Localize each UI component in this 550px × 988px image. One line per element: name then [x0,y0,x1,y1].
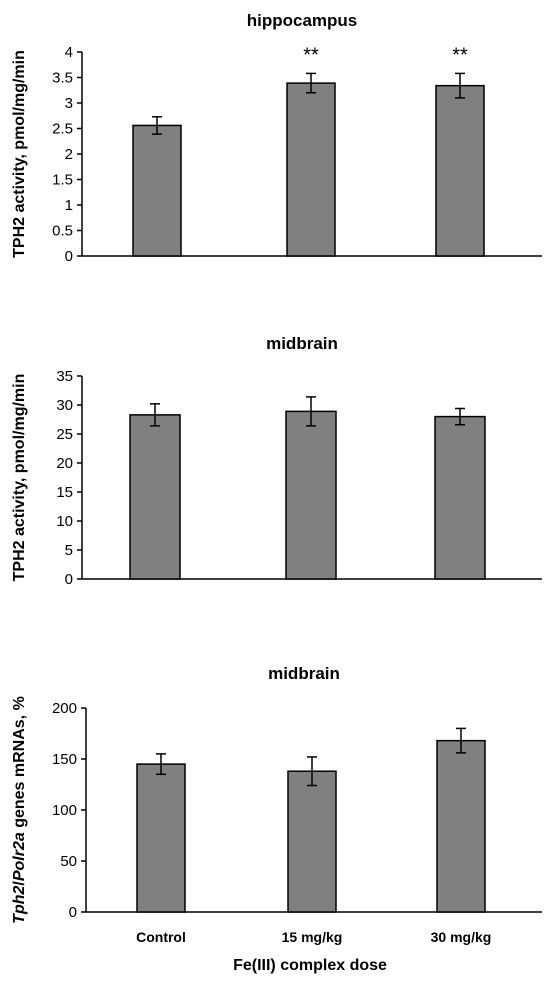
chart-panel-1: hippocampus 0 0.5 1 1.5 2 2.5 3 3.5 4 TPH2 activit… [11,11,542,265]
y-tick-label: 0 [65,248,73,265]
chart-title: midbrain [268,664,340,683]
y-axis-label-part: / [11,881,28,886]
y-tick-label: 3 [65,95,73,112]
y-tick-label: 2 [65,146,73,163]
x-axis-label: Fe(III) complex dose [233,957,387,974]
y-tick-label: 150 [52,751,77,768]
y-axis-label: Tph2/Polr2a genes mRNAs, % [11,696,28,924]
y-axis-label: TPH2 activity, pmol/mg/min [11,374,28,582]
chart-title: hippocampus [247,11,358,30]
y-tick-label: 50 [60,853,77,870]
y-tick-label: 2.5 [52,121,73,138]
y-tick-label: 30 [56,397,73,414]
x-tick-label: 30 mg/kg [431,929,492,945]
chart-panel-3: midbrain 0 50 100 150 200 Tph2/Polr2a genes mR… [11,664,542,974]
y-tick-label: 0 [69,904,77,921]
y-tick-label: 1.5 [52,172,73,189]
bar-1 [129,414,181,580]
bar-1 [132,124,182,257]
y-axis-label-part: Tph2 [11,886,28,924]
y-tick-label: 25 [56,426,73,443]
y-tick-label: 15 [56,484,73,501]
bar-2 [285,410,337,580]
y-tick-label: 35 [56,368,73,385]
y-tick-label: 100 [52,802,77,819]
bar-2 [286,82,336,257]
y-axis-label-part: genes mRNAs, % [11,696,28,832]
y-axis-label: TPH2 activity, pmol/mg/min [11,50,28,258]
significance-label: ** [303,44,319,66]
y-tick-label: 20 [56,455,73,472]
y-tick-label: 10 [56,513,73,530]
y-tick-label: 0 [65,571,73,588]
x-tick-label: Control [136,929,186,945]
chart-panel-2: midbrain 0 5 10 15 20 25 30 35 TPH2 activity, pmo… [11,334,542,588]
y-tick-label: 4 [65,44,73,61]
bar-3 [434,415,486,580]
y-tick-label: 5 [65,542,73,559]
y-tick-label: 3.5 [52,70,73,87]
bar-3 [436,739,486,913]
bar-1 [136,763,186,913]
y-axis-label-part: Polr2a [11,832,28,881]
significance-label: ** [452,44,468,66]
y-tick-label: 1 [65,197,73,214]
bar-2 [287,770,337,913]
y-tick-label: 0.5 [52,223,73,240]
y-tick-label: 200 [52,700,77,717]
bar-3 [435,84,485,257]
x-tick-label: 15 mg/kg [282,929,343,945]
chart-title: midbrain [266,334,338,353]
